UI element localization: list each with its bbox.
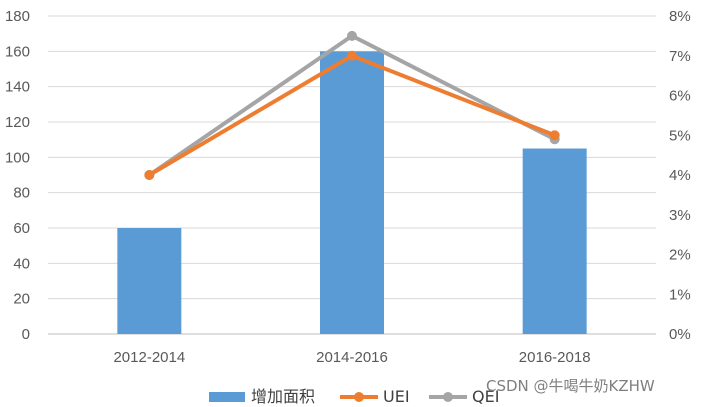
series-marker — [347, 50, 357, 61]
y-left-tick-label: 60 — [13, 220, 30, 237]
y-right-tick-label: 2% — [669, 247, 691, 264]
bar — [117, 228, 182, 334]
watermark: CSDN @牛喝牛奶KZHW — [486, 377, 655, 395]
y-right-tick-label: 7% — [669, 48, 691, 65]
x-tick-label: 2012-2014 — [113, 349, 185, 366]
bar — [522, 148, 587, 334]
right-axis-ticks: 0% 1% 2% 3% 4% 5% 6% 7% 8% — [669, 8, 691, 343]
bar-series — [117, 51, 587, 334]
bar — [320, 51, 384, 334]
y-right-tick-label: 5% — [669, 127, 691, 144]
y-right-tick-label: 4% — [669, 167, 691, 184]
x-tick-label: 2014-2016 — [316, 349, 388, 366]
legend-bar-swatch — [209, 392, 245, 402]
legend-uei-marker — [354, 392, 364, 402]
legend-label-uei: UEI — [383, 387, 410, 406]
series-marker — [347, 30, 357, 41]
y-left-tick-label: 180 — [5, 8, 30, 25]
y-left-tick-label: 160 — [5, 43, 30, 60]
series-marker — [549, 130, 560, 141]
y-left-tick-label: 40 — [13, 255, 30, 272]
legend-label-bars: 增加面积 — [251, 387, 315, 406]
y-right-tick-label: 8% — [669, 8, 691, 25]
series-marker — [144, 170, 155, 180]
y-left-tick-label: 20 — [13, 291, 30, 308]
legend: 增加面积 UEI QEI — [209, 387, 499, 406]
legend-label-qei: QEI — [472, 387, 499, 406]
y-right-tick-label: 0% — [669, 326, 691, 343]
y-right-tick-label: 3% — [669, 207, 691, 224]
left-axis-ticks: 0 20 40 60 80 100 120 140 160 180 — [5, 8, 30, 343]
line-series — [144, 30, 560, 180]
y-right-tick-label: 6% — [669, 88, 691, 105]
legend-qei-marker — [443, 392, 453, 402]
y-left-tick-label: 80 — [13, 185, 30, 202]
y-left-tick-label: 0 — [22, 326, 30, 343]
y-right-tick-label: 1% — [669, 286, 691, 303]
y-left-tick-label: 140 — [5, 79, 30, 96]
y-left-tick-label: 100 — [5, 149, 30, 166]
x-axis-ticks: 2012-2014 2014-2016 2016-2018 — [113, 349, 590, 366]
y-left-tick-label: 120 — [5, 114, 30, 131]
x-tick-label: 2016-2018 — [519, 349, 591, 366]
